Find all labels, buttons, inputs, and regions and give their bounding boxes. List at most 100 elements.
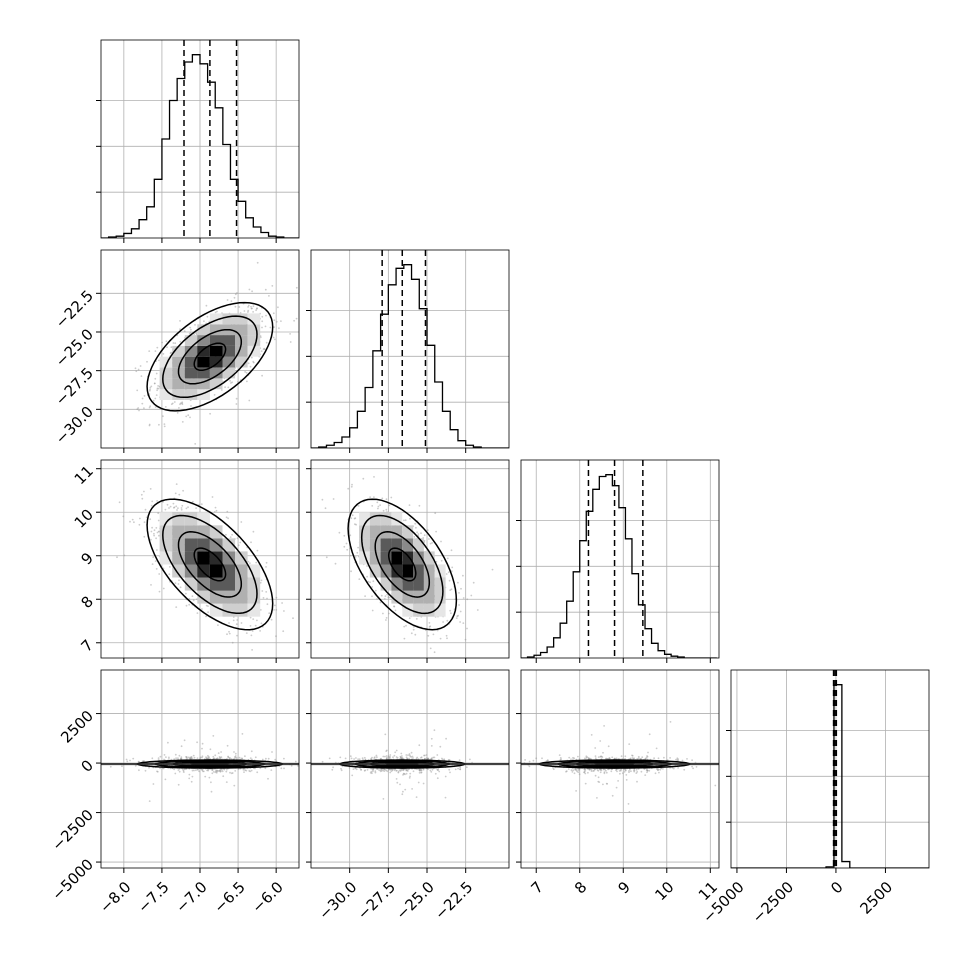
scatter-point — [150, 538, 152, 541]
scatter-point — [236, 292, 238, 294]
scatter-point — [250, 305, 252, 308]
scatter-point — [465, 766, 468, 769]
scatter-point — [139, 365, 142, 367]
scatter-point — [231, 381, 234, 384]
density-cell — [402, 538, 414, 552]
scatter-point — [217, 624, 219, 626]
scatter-point — [450, 612, 452, 615]
scatter-point — [165, 340, 168, 343]
density-cell — [402, 525, 414, 539]
scatter-point — [234, 756, 236, 758]
scatter-point — [217, 752, 220, 754]
scatter-point — [231, 533, 234, 536]
density-cell — [235, 345, 248, 357]
scatter-point — [407, 754, 409, 756]
scatter-point — [440, 540, 442, 543]
scatter-point — [266, 597, 268, 600]
scatter-point — [162, 587, 165, 590]
scatter-point — [412, 628, 415, 631]
scatter-point — [144, 508, 147, 511]
scatter-point — [431, 542, 433, 544]
scatter-point — [235, 397, 238, 400]
density-cell — [184, 538, 198, 552]
scatter-point — [251, 630, 254, 632]
scatter-point — [164, 464, 166, 466]
scatter-point — [233, 757, 236, 760]
density-cell — [197, 551, 210, 565]
density-cell — [235, 590, 248, 604]
scatter-point — [409, 775, 411, 778]
scatter-point — [259, 609, 262, 611]
scatter-point — [222, 775, 225, 778]
scatter-point — [377, 505, 380, 508]
scatter-point — [402, 790, 404, 793]
scatter-point — [352, 768, 355, 770]
scatter-point — [225, 516, 228, 519]
density-cell — [391, 525, 403, 539]
scatter-point — [208, 776, 211, 779]
scatter-point — [212, 755, 215, 758]
scatter-point — [351, 514, 354, 517]
scatter-point — [138, 523, 141, 526]
density-cell — [413, 551, 424, 565]
scatter-point — [524, 759, 526, 761]
scatter-point — [422, 782, 425, 785]
scatter-point — [236, 634, 238, 637]
scatter-point — [237, 544, 240, 547]
density-cell — [402, 603, 414, 617]
scatter-point — [343, 534, 346, 537]
density-cell — [184, 335, 198, 346]
scatter-point — [235, 757, 238, 759]
scatter-point — [246, 380, 248, 383]
scatter-point — [166, 503, 169, 506]
density-cell — [380, 512, 392, 526]
scatter-point — [185, 415, 188, 418]
scatter-point — [248, 288, 251, 291]
histogram-3 — [731, 670, 929, 868]
scatter-point — [192, 754, 195, 757]
density-cell — [197, 356, 210, 368]
scatter-point — [252, 530, 255, 533]
scatter-point — [389, 754, 392, 756]
scatter-point — [373, 496, 375, 498]
scatter-point — [249, 757, 252, 759]
scatter-point — [209, 748, 212, 751]
scatter-point — [302, 611, 304, 613]
scatter-point — [214, 754, 217, 757]
scatter-point — [358, 758, 361, 761]
scatter-point — [204, 775, 207, 778]
scatter-point — [260, 350, 263, 352]
scatter-point — [244, 755, 246, 758]
scatter-point — [151, 563, 154, 565]
scatter-point — [334, 562, 337, 565]
scatter-point — [435, 560, 438, 563]
scatter-point — [189, 757, 192, 760]
scatter-point — [134, 765, 137, 767]
scatter-point — [366, 565, 368, 567]
scatter-point — [209, 412, 212, 415]
density-cell — [209, 335, 223, 346]
scatter-point — [203, 320, 205, 323]
scatter-point — [401, 755, 403, 757]
scatter-point — [182, 768, 184, 771]
scatter-point — [141, 397, 144, 400]
density-cell — [413, 603, 424, 617]
scatter-point — [173, 768, 176, 771]
density-cell — [380, 577, 392, 591]
scatter-point — [156, 549, 158, 551]
scatter-point — [233, 296, 236, 299]
scatter-point — [385, 619, 387, 621]
scatter-point — [185, 507, 188, 510]
density-cell — [209, 603, 223, 617]
scatter-point — [152, 399, 155, 402]
scatter-point — [354, 523, 356, 526]
density-panel-3-2 — [521, 721, 719, 813]
scatter-point — [178, 407, 180, 409]
scatter-point — [403, 625, 406, 628]
scatter-point — [402, 769, 405, 772]
density-cell — [222, 367, 236, 379]
scatter-point — [255, 561, 258, 564]
scatter-point — [221, 770, 224, 773]
scatter-point — [177, 769, 180, 771]
scatter-point — [150, 584, 152, 586]
